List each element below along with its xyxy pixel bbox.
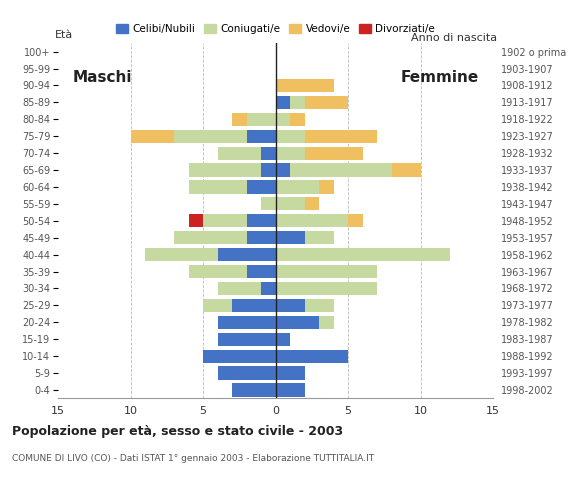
Bar	[276, 333, 290, 346]
Bar	[276, 96, 290, 109]
Bar	[261, 197, 276, 211]
Bar	[246, 265, 276, 278]
Bar	[145, 248, 218, 261]
Bar	[348, 214, 362, 228]
Bar	[246, 231, 276, 244]
Bar	[276, 164, 290, 177]
Bar	[188, 164, 261, 177]
Bar	[276, 79, 334, 92]
Bar	[304, 130, 377, 143]
Bar	[304, 146, 362, 160]
Bar	[174, 130, 246, 143]
Bar	[130, 130, 174, 143]
Bar	[276, 299, 304, 312]
Bar	[290, 113, 304, 126]
Bar	[304, 299, 333, 312]
Bar	[218, 316, 276, 329]
Bar	[232, 384, 276, 396]
Bar	[232, 299, 276, 312]
Bar	[203, 349, 276, 363]
Bar	[276, 282, 377, 295]
Text: Anno di nascita: Anno di nascita	[411, 33, 498, 43]
Bar	[319, 180, 333, 193]
Bar	[304, 96, 348, 109]
Bar	[276, 366, 304, 380]
Text: COMUNE DI LIVO (CO) - Dati ISTAT 1° gennaio 2003 - Elaborazione TUTTITALIA.IT: COMUNE DI LIVO (CO) - Dati ISTAT 1° genn…	[12, 454, 374, 463]
Bar	[203, 214, 246, 228]
Bar	[276, 384, 304, 396]
Bar	[276, 349, 348, 363]
Bar	[218, 146, 261, 160]
Bar	[276, 231, 304, 244]
Text: Età: Età	[55, 30, 73, 40]
Bar	[218, 282, 261, 295]
Bar	[246, 130, 276, 143]
Bar	[218, 333, 276, 346]
Bar	[188, 265, 246, 278]
Bar	[188, 214, 203, 228]
Bar	[218, 366, 276, 380]
Bar	[276, 197, 304, 211]
Text: Femmine: Femmine	[400, 70, 478, 85]
Bar	[276, 113, 290, 126]
Bar	[290, 164, 392, 177]
Bar	[304, 231, 333, 244]
Bar	[246, 180, 276, 193]
Bar	[203, 299, 232, 312]
Bar	[261, 282, 276, 295]
Bar	[276, 146, 304, 160]
Text: Maschi: Maschi	[72, 70, 132, 85]
Bar	[174, 231, 246, 244]
Bar	[304, 197, 319, 211]
Bar	[246, 214, 276, 228]
Bar	[276, 316, 319, 329]
Bar	[246, 113, 276, 126]
Bar	[276, 130, 304, 143]
Bar	[392, 164, 420, 177]
Text: Popolazione per età, sesso e stato civile - 2003: Popolazione per età, sesso e stato civil…	[12, 425, 343, 438]
Bar	[232, 113, 246, 126]
Bar	[188, 180, 246, 193]
Bar	[276, 180, 319, 193]
Bar	[319, 316, 333, 329]
Bar	[261, 146, 276, 160]
Bar	[276, 248, 450, 261]
Legend: Celibi/Nubili, Coniugati/e, Vedovi/e, Divorziati/e: Celibi/Nubili, Coniugati/e, Vedovi/e, Di…	[112, 20, 439, 38]
Bar	[276, 214, 348, 228]
Bar	[261, 164, 276, 177]
Bar	[218, 248, 276, 261]
Bar	[276, 265, 377, 278]
Bar	[290, 96, 304, 109]
